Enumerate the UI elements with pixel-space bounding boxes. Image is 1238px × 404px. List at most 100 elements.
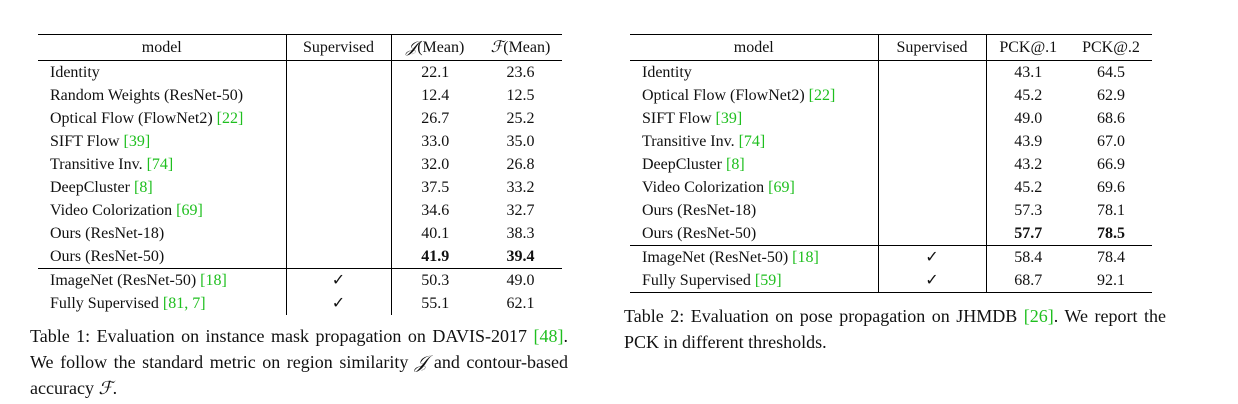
caption-text: Evaluation on pose propagation on JHMDB	[690, 306, 1024, 326]
pck1-cell: 43.9	[1014, 133, 1043, 150]
citation-link[interactable]: [8]	[133, 179, 153, 196]
model-name: Ours (ResNet-50)	[642, 225, 757, 242]
pck2-cell: 92.1	[1070, 269, 1152, 293]
j-mean-cell: 26.7	[421, 110, 450, 127]
f-mean-cell: 35.0	[506, 133, 535, 150]
j-mean-cell: 34.6	[421, 202, 450, 219]
table-row: SIFT Flow [39] 33.0 35.0	[38, 130, 562, 153]
model-cell: Ours (ResNet-18)	[630, 199, 879, 222]
citation-link[interactable]: [69]	[176, 202, 203, 219]
citation-link[interactable]: [26]	[1023, 306, 1054, 326]
supervised-cell	[286, 130, 392, 153]
model-cell: DeepCluster [8]	[630, 153, 879, 176]
caption-text: .	[112, 378, 118, 398]
model-cell: Ours (ResNet-18)	[38, 222, 287, 245]
model-cell: ImageNet (ResNet-50) [18]	[38, 268, 287, 292]
model-cell: SIFT Flow [39]	[630, 107, 879, 130]
supervised-cell	[286, 84, 392, 107]
j-symbol: 𝒥	[414, 352, 428, 372]
table1-header-f-mean: ℱ(Mean)	[479, 34, 562, 61]
j-mean-cell: 37.5	[421, 179, 450, 196]
table2-header-pck1: PCK@.1	[986, 34, 1070, 61]
model-name: DeepCluster	[642, 156, 726, 173]
f-mean-cell: 33.2	[506, 179, 535, 196]
citation-link[interactable]: [22]	[216, 110, 244, 127]
citation-link[interactable]: [74]	[738, 133, 766, 150]
model-name: Fully Supervised	[50, 295, 163, 312]
f-symbol: ℱ	[98, 378, 113, 398]
j-mean-cell: 33.0	[421, 133, 450, 150]
table1-header-j-mean: 𝒥(Mean)	[391, 34, 479, 61]
f-mean-cell: 25.2	[506, 110, 535, 127]
model-name: Transitive Inv.	[642, 133, 739, 150]
model-name: Identity	[50, 64, 100, 81]
pck1-cell: 68.7	[986, 269, 1070, 293]
supervised-checkmark: ✓	[286, 292, 392, 315]
citation-link[interactable]: [8]	[725, 156, 745, 173]
supervised-checkmark: ✓	[878, 269, 987, 293]
citation-link[interactable]: [48]	[533, 326, 564, 346]
model-cell: ImageNet (ResNet-50) [18]	[630, 245, 879, 269]
j-mean-cell: 12.4	[421, 87, 450, 104]
f-mean-cell: 32.7	[506, 202, 535, 219]
citation-link[interactable]: [39]	[123, 133, 151, 150]
citation-link[interactable]: [59]	[754, 272, 782, 289]
table1-header-model: model	[38, 34, 287, 61]
citation-link[interactable]: [74]	[146, 156, 174, 173]
j-mean-cell: 55.1	[421, 295, 450, 312]
supervised-cell	[878, 107, 987, 130]
model-name: Fully Supervised	[642, 272, 755, 289]
j-mean-cell-best: 41.9	[421, 248, 450, 265]
model-cell: Transitive Inv. [74]	[38, 153, 287, 176]
pck1-cell: 45.2	[1014, 179, 1043, 196]
pck2-cell: 67.0	[1097, 133, 1125, 150]
f-mean-cell: 23.6	[506, 64, 535, 81]
table-row: Video Colorization [69] 34.6 32.7	[38, 199, 562, 222]
j-mean-cell: 40.1	[421, 225, 450, 242]
supervised-cell	[286, 153, 392, 176]
pck2-cell: 66.9	[1097, 156, 1125, 173]
caption-text: and contour-based accuracy	[30, 352, 568, 398]
table1-header-row: model Supervised 𝒥(Mean) ℱ(Mean)	[38, 34, 562, 61]
caption-label: Table 1:	[30, 326, 91, 346]
table-row: ImageNet (ResNet-50) [18] ✓ 58.4 78.4	[630, 245, 1152, 269]
table2-caption: Table 2: Evaluation on pose propagation …	[624, 303, 1166, 355]
table-row: Fully Supervised [81, 7] ✓ 55.1 62.1	[38, 292, 562, 315]
citation-link[interactable]: [39]	[715, 110, 743, 127]
model-cell: Optical Flow (FlowNet2) [22]	[38, 107, 287, 130]
table-row: Video Colorization [69] 45.2 69.6	[630, 176, 1152, 199]
citation-link[interactable]: [18]	[200, 272, 227, 289]
table-row: SIFT Flow [39] 49.0 68.6	[630, 107, 1152, 130]
caption-label: Table 2:	[624, 306, 685, 326]
supervised-cell	[286, 222, 392, 245]
model-name: Random Weights (ResNet-50)	[50, 87, 244, 104]
citation-link[interactable]: [81, 7]	[162, 295, 206, 312]
citation-link[interactable]: [22]	[808, 87, 836, 104]
table-row: Identity 22.1 23.6	[38, 60, 562, 84]
table2-header-model: model	[630, 34, 879, 61]
f-symbol: ℱ	[490, 39, 504, 56]
citation-link[interactable]: [69]	[768, 179, 795, 196]
table-row: Ours (ResNet-18) 57.3 78.1	[630, 199, 1152, 222]
table2-container: model Supervised PCK@.1 PCK@.2 Identity …	[630, 34, 1152, 293]
table1-header-supervised: Supervised	[286, 34, 392, 61]
table2-header-pck2: PCK@.2	[1070, 34, 1152, 61]
table2-header-supervised: Supervised	[878, 34, 987, 61]
citation-link[interactable]: [18]	[792, 249, 819, 266]
model-name: ImageNet (ResNet-50)	[642, 249, 793, 266]
f-mean-cell: 49.0	[479, 268, 562, 292]
f-mean-cell: 62.1	[506, 295, 535, 312]
f-suffix: (Mean)	[503, 39, 551, 56]
supervised-checkmark: ✓	[878, 245, 987, 269]
table1-caption: Table 1: Evaluation on instance mask pro…	[30, 323, 568, 401]
table2-header-row: model Supervised PCK@.1 PCK@.2	[630, 34, 1152, 61]
pck1-cell: 49.0	[1014, 110, 1043, 127]
supervised-cell	[878, 60, 987, 84]
pck2-cell: 69.6	[1097, 179, 1125, 196]
j-suffix: (Mean)	[417, 39, 465, 56]
model-name: Ours (ResNet-18)	[50, 225, 165, 242]
caption-text: . We follow the standard metric on regio…	[30, 326, 568, 372]
table-row: Optical Flow (FlowNet2) [22] 26.7 25.2	[38, 107, 562, 130]
model-name: SIFT Flow	[642, 110, 716, 127]
table1: model Supervised 𝒥(Mean) ℱ(Mean) Identit…	[38, 34, 562, 315]
